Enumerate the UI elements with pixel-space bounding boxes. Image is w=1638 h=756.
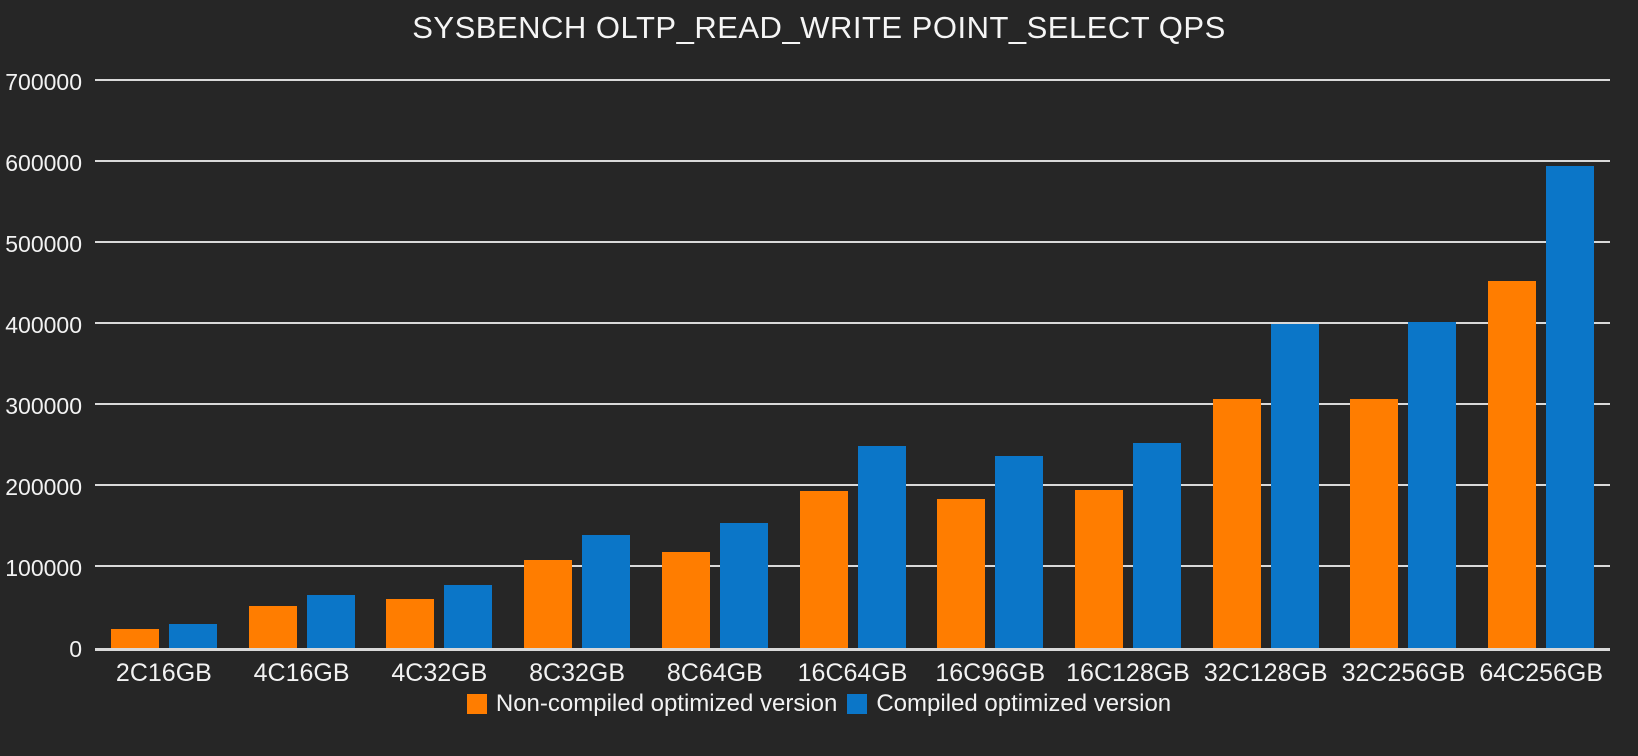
bar-group-16C128GB (1059, 81, 1197, 648)
legend-swatch-icon (847, 694, 868, 714)
bar-8C64GB-non-compiled (661, 551, 710, 648)
bar-16C128GB-non-compiled (1075, 489, 1123, 648)
bar-16C64GB-compiled (857, 446, 906, 648)
legend-item[interactable]: Non-compiled optimized version (466, 690, 838, 718)
bar-8C32GB-non-compiled (524, 560, 573, 648)
legend: Non-compiled optimized version Compiled o… (0, 690, 1638, 718)
bar-group-64C256GB (1472, 81, 1610, 648)
bar-group-16C96GB (921, 81, 1059, 648)
x-label-8C64GB: 8C64GB (666, 659, 763, 687)
bar-4C16GB-non-compiled (248, 605, 297, 648)
y-tick-label: 200000 (5, 474, 82, 500)
bar-groups (95, 81, 1610, 648)
bar-2C16GB-non-compiled (110, 628, 159, 648)
legend-label: Compiled optimized version (876, 690, 1172, 717)
x-label-32C256GB: 32C256GB (1341, 659, 1466, 687)
x-label-32C128GB: 32C128GB (1203, 659, 1328, 687)
bar-16C64GB-non-compiled (799, 490, 848, 648)
bar-16C128GB-compiled (1133, 442, 1181, 648)
bar-group-32C128GB (1197, 81, 1335, 648)
x-label-64C256GB: 64C256GB (1479, 659, 1604, 687)
y-tick-label: 300000 (5, 393, 82, 419)
x-label-4C32GB: 4C32GB (391, 659, 488, 687)
bar-group-2C16GB (95, 81, 233, 648)
y-tick-label: 0 (69, 636, 82, 662)
bar-group-8C64GB (646, 81, 784, 648)
legend-swatch-icon (466, 694, 487, 714)
plot-area (95, 79, 1610, 651)
x-label-8C32GB: 8C32GB (529, 659, 626, 687)
x-label-16C96GB: 16C96GB (935, 659, 1046, 687)
bar-group-4C32GB (370, 81, 508, 648)
bar-group-16C64GB (784, 81, 922, 648)
bar-4C16GB-compiled (306, 594, 355, 648)
bar-4C32GB-non-compiled (386, 598, 435, 648)
bar-32C256GB-compiled (1408, 321, 1457, 648)
bar-4C32GB-compiled (444, 584, 493, 648)
bar-group-8C32GB (508, 81, 646, 648)
legend-label: Non-compiled optimized version (495, 690, 838, 717)
x-label-16C64GB: 16C64GB (797, 659, 908, 687)
x-axis-labels: 2C16GB 4C16GB 4C32GB 8C32GB 8C64GB 16C64GB 16C… (95, 659, 1610, 688)
y-tick-label: 400000 (5, 312, 82, 338)
bar-8C64GB-compiled (719, 523, 768, 648)
bar-32C256GB-non-compiled (1350, 399, 1399, 648)
y-tick-label: 500000 (5, 231, 82, 257)
bar-16C96GB-non-compiled (937, 498, 986, 648)
bar-group-32C256GB (1335, 81, 1473, 648)
bar-32C128GB-compiled (1270, 324, 1319, 648)
legend-item[interactable]: Compiled optimized version (847, 690, 1171, 718)
x-label-4C16GB: 4C16GB (253, 659, 350, 687)
bar-32C128GB-non-compiled (1212, 399, 1261, 648)
y-tick-label: 100000 (5, 555, 82, 581)
bar-2C16GB-compiled (168, 624, 217, 648)
y-tick-label: 600000 (5, 150, 82, 176)
bar-8C32GB-compiled (582, 535, 631, 648)
bar-64C256GB-non-compiled (1488, 281, 1537, 648)
y-axis-tick-labels: 0 100000 200000 300000 400000 500000 600000 700… (0, 69, 82, 662)
chart-title: SYSBENCH OLTP_READ_WRITE POINT_SELECT QP… (412, 10, 1226, 45)
x-label-16C128GB: 16C128GB (1066, 659, 1190, 687)
x-label-2C16GB: 2C16GB (115, 659, 212, 687)
y-tick-label: 700000 (5, 69, 82, 95)
bar-16C96GB-compiled (995, 455, 1044, 648)
bar-group-4C16GB (233, 81, 371, 648)
bar-64C256GB-compiled (1546, 166, 1595, 648)
